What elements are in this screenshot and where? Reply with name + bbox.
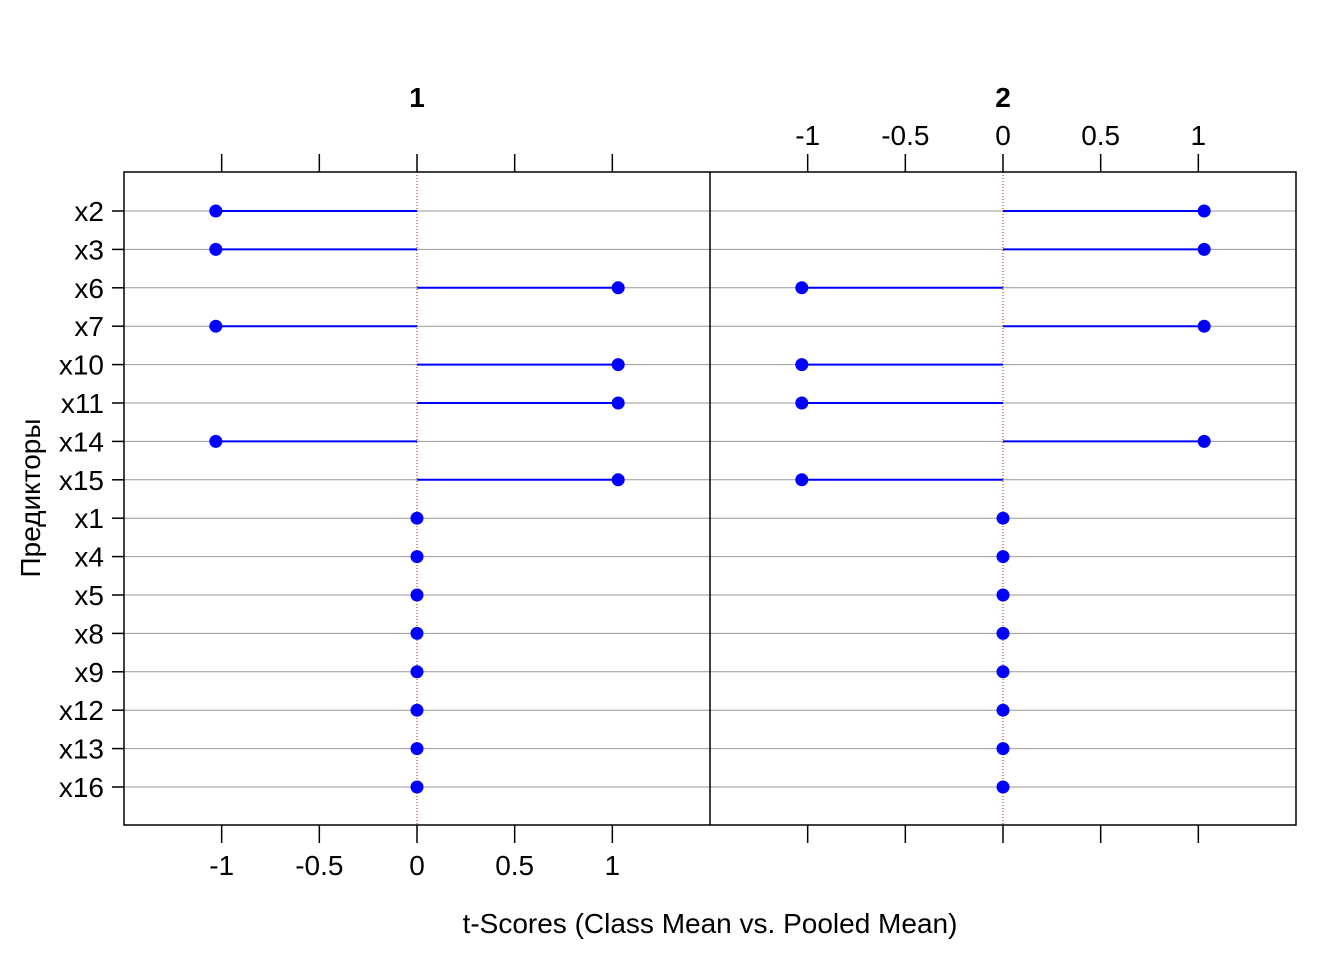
data-point [611,358,625,372]
data-point [996,511,1010,525]
data-point [996,665,1010,679]
data-point [996,550,1010,564]
data-point [795,396,809,410]
data-point [611,473,625,487]
x-tick-label-top: 1 [1191,120,1207,151]
x-tick-label-bottom: 0.5 [495,850,534,881]
panel-title: 2 [995,82,1011,113]
x-tick-label-bottom: 1 [605,850,621,881]
y-tick-label: x11 [61,388,104,419]
data-point [410,742,424,756]
data-point [795,473,809,487]
x-tick-label-bottom: 0 [409,850,425,881]
data-point [410,703,424,717]
data-point [996,703,1010,717]
y-tick-label: x14 [59,426,104,457]
data-point [795,358,809,372]
y-tick-label: x12 [59,695,104,726]
data-point [611,281,625,295]
data-point [209,319,223,333]
x-tick-label-top: 0.5 [1081,120,1120,151]
data-point [209,204,223,218]
y-tick-label: x8 [74,618,104,649]
data-point [611,396,625,410]
panel-title: 1 [409,82,425,113]
data-point [1197,204,1211,218]
y-tick-label: x2 [74,196,104,227]
y-tick-label: x3 [74,234,104,265]
data-point [1197,434,1211,448]
data-point [410,626,424,640]
y-tick-label: x13 [59,734,104,765]
y-tick-label: x7 [74,311,104,342]
data-point [996,742,1010,756]
x-axis-title: t-Scores (Class Mean vs. Pooled Mean) [463,908,958,939]
data-point [410,511,424,525]
x-tick-label-top: -1 [795,120,820,151]
data-point [996,588,1010,602]
y-tick-label: x9 [74,657,104,688]
data-point [410,588,424,602]
x-tick-label-top: 0 [995,120,1011,151]
y-axis-title: Предикторы [15,419,46,578]
y-tick-label: x5 [74,580,104,611]
y-tick-label: x16 [59,772,104,803]
x-tick-label-bottom: -0.5 [295,850,343,881]
data-point [1197,319,1211,333]
y-tick-label: x6 [74,273,104,304]
data-point [996,626,1010,640]
data-point [410,665,424,679]
data-point [410,780,424,794]
y-tick-label: x15 [59,465,104,496]
data-point [209,434,223,448]
data-point [795,281,809,295]
y-tick-label: x1 [74,503,104,534]
data-point [996,780,1010,794]
x-tick-label-bottom: -1 [209,850,234,881]
y-tick-label: x10 [59,350,104,381]
data-point [410,550,424,564]
y-tick-label: x4 [74,542,104,573]
data-point [209,242,223,256]
x-tick-label-top: -0.5 [881,120,929,151]
data-point [1197,242,1211,256]
